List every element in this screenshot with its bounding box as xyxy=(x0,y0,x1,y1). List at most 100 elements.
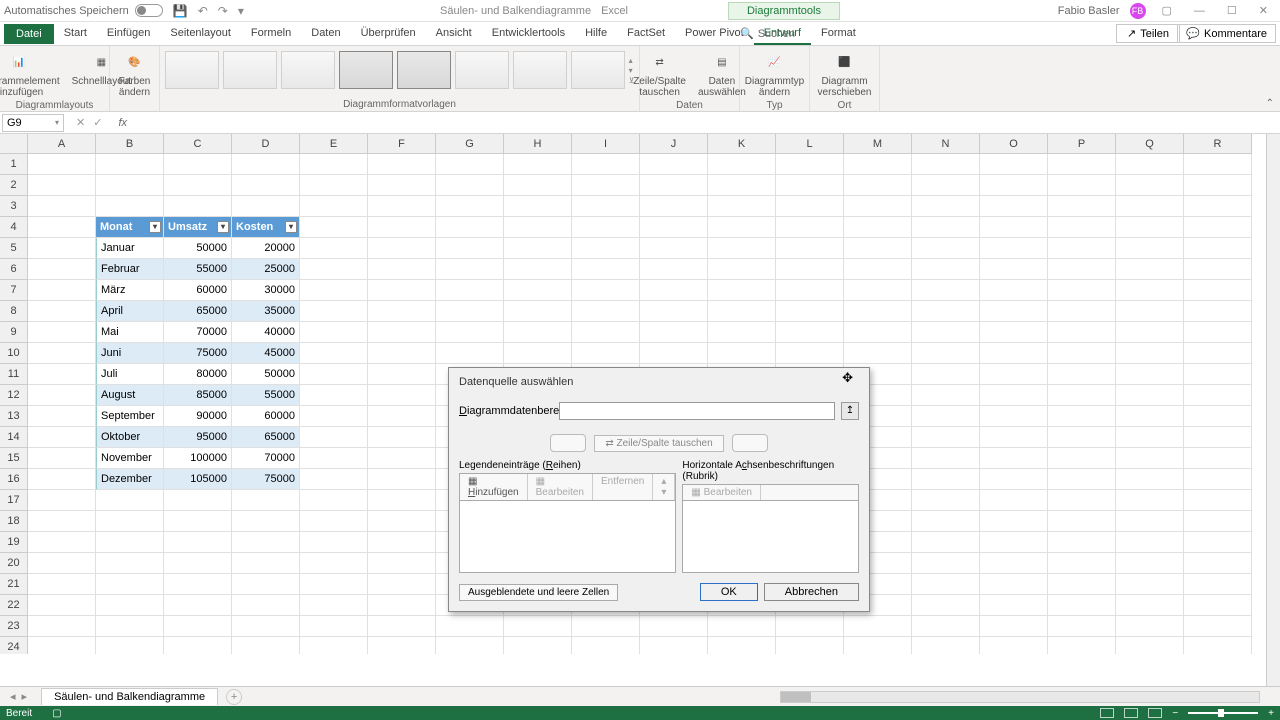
row-header[interactable]: 19 xyxy=(0,532,28,553)
cell[interactable] xyxy=(436,343,504,364)
cell[interactable] xyxy=(96,196,164,217)
page-break-view-icon[interactable] xyxy=(1148,708,1162,718)
cell[interactable] xyxy=(776,616,844,637)
cell[interactable] xyxy=(1048,637,1116,654)
cell[interactable] xyxy=(572,217,640,238)
cell[interactable] xyxy=(844,217,912,238)
column-header[interactable]: E xyxy=(300,134,368,154)
cell[interactable]: 90000 xyxy=(164,406,232,427)
cell[interactable] xyxy=(1116,574,1184,595)
cell[interactable] xyxy=(28,280,96,301)
cancel-formula-icon[interactable]: ✕ xyxy=(76,116,85,129)
cell[interactable] xyxy=(1184,511,1252,532)
cell[interactable]: 95000 xyxy=(164,427,232,448)
collapse-range-icon[interactable]: ↥ xyxy=(841,402,859,420)
style-thumb[interactable] xyxy=(455,51,509,89)
cell[interactable] xyxy=(96,616,164,637)
hidden-empty-cells-button[interactable]: Ausgeblendete und leere Zellen xyxy=(459,584,618,601)
cell[interactable] xyxy=(96,595,164,616)
cell[interactable] xyxy=(572,196,640,217)
cell[interactable]: Monat▾ xyxy=(96,217,164,238)
cell[interactable] xyxy=(1048,343,1116,364)
cell[interactable] xyxy=(28,322,96,343)
cell[interactable] xyxy=(1048,175,1116,196)
cell[interactable] xyxy=(1116,322,1184,343)
cell[interactable] xyxy=(436,637,504,654)
style-thumb[interactable] xyxy=(397,51,451,89)
cell[interactable] xyxy=(232,595,300,616)
column-header[interactable]: C xyxy=(164,134,232,154)
cell[interactable] xyxy=(28,490,96,511)
cell[interactable] xyxy=(776,322,844,343)
cell[interactable] xyxy=(368,385,436,406)
cell[interactable] xyxy=(436,217,504,238)
cell[interactable] xyxy=(1048,490,1116,511)
legend-entries-list[interactable] xyxy=(459,501,676,573)
cell[interactable] xyxy=(300,448,368,469)
cell[interactable] xyxy=(1184,427,1252,448)
cell[interactable] xyxy=(980,385,1048,406)
cell[interactable] xyxy=(640,322,708,343)
zoom-slider[interactable] xyxy=(1188,712,1258,714)
cell[interactable] xyxy=(1048,595,1116,616)
cell[interactable] xyxy=(164,175,232,196)
qat-more-icon[interactable]: ▾ xyxy=(238,4,244,18)
cell[interactable] xyxy=(300,280,368,301)
row-header[interactable]: 12 xyxy=(0,385,28,406)
cell[interactable] xyxy=(232,196,300,217)
cell[interactable] xyxy=(1116,511,1184,532)
column-header[interactable]: H xyxy=(504,134,572,154)
switch-row-col-button[interactable]: ⇄ Zeile/Spalte tauschen xyxy=(629,48,690,100)
row-header[interactable]: 9 xyxy=(0,322,28,343)
cell[interactable] xyxy=(640,217,708,238)
column-header[interactable]: L xyxy=(776,134,844,154)
cell[interactable] xyxy=(640,259,708,280)
cell[interactable]: 55000 xyxy=(232,385,300,406)
cell[interactable] xyxy=(912,553,980,574)
column-header[interactable]: R xyxy=(1184,134,1252,154)
cell[interactable] xyxy=(28,448,96,469)
fx-icon[interactable]: fx xyxy=(112,117,133,129)
cell[interactable] xyxy=(96,637,164,654)
cell[interactable]: 55000 xyxy=(164,259,232,280)
cell[interactable] xyxy=(28,175,96,196)
cell[interactable]: 50000 xyxy=(164,238,232,259)
cell[interactable] xyxy=(368,595,436,616)
cell[interactable] xyxy=(844,154,912,175)
cell[interactable] xyxy=(232,637,300,654)
cell[interactable] xyxy=(640,175,708,196)
row-header[interactable]: 8 xyxy=(0,301,28,322)
edit-axis-button[interactable]: ▦ Bearbeiten xyxy=(683,485,761,500)
cell[interactable] xyxy=(912,196,980,217)
cell[interactable] xyxy=(980,154,1048,175)
cell[interactable] xyxy=(504,217,572,238)
cell[interactable] xyxy=(912,616,980,637)
cell[interactable] xyxy=(436,259,504,280)
cell[interactable] xyxy=(1184,259,1252,280)
style-thumb[interactable] xyxy=(513,51,567,89)
cell[interactable] xyxy=(912,280,980,301)
comments-button[interactable]: 💬 Kommentare xyxy=(1177,24,1276,43)
cell[interactable] xyxy=(1116,532,1184,553)
cell[interactable] xyxy=(368,553,436,574)
column-header[interactable]: B xyxy=(96,134,164,154)
cell[interactable]: Mai xyxy=(96,322,164,343)
cell[interactable] xyxy=(1116,595,1184,616)
cell[interactable] xyxy=(980,301,1048,322)
ok-button[interactable]: OK xyxy=(700,583,758,601)
cell[interactable] xyxy=(912,364,980,385)
cell[interactable] xyxy=(1116,637,1184,654)
style-thumb[interactable] xyxy=(223,51,277,89)
cell[interactable]: 105000 xyxy=(164,469,232,490)
cell[interactable] xyxy=(28,259,96,280)
cell[interactable] xyxy=(844,175,912,196)
cell[interactable] xyxy=(572,616,640,637)
cell[interactable] xyxy=(980,448,1048,469)
row-header[interactable]: 6 xyxy=(0,259,28,280)
cell[interactable] xyxy=(1048,448,1116,469)
cell[interactable] xyxy=(436,175,504,196)
cell[interactable] xyxy=(1048,196,1116,217)
cell[interactable] xyxy=(1184,406,1252,427)
cell[interactable] xyxy=(1048,406,1116,427)
cell[interactable] xyxy=(1048,280,1116,301)
